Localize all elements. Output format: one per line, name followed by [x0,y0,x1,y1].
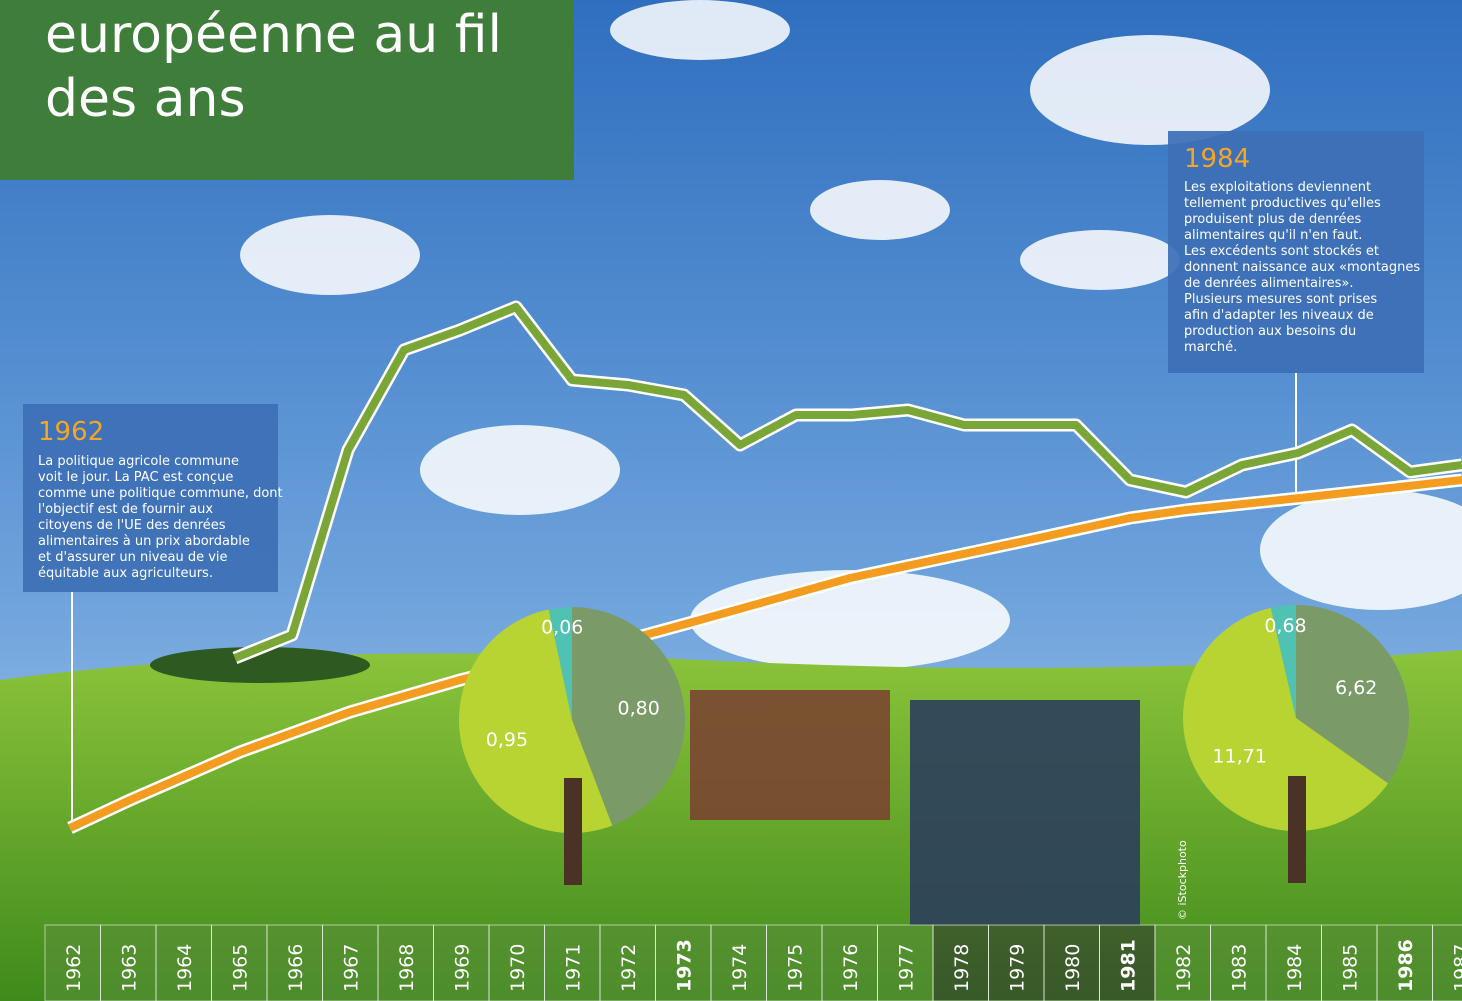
infographic: européenne au fil des ans 0,80 0,95 0,06 6,… [0,0,1462,1001]
pie-label: 6,62 [1335,677,1377,699]
year-label: 1979 [1006,944,1028,992]
year-label: 1972 [618,944,640,992]
year-label: 1969 [451,944,473,992]
photo-credit: © iStockphoto [1176,840,1189,920]
year-strip: 1962 1963 1964 1965 1966 1967 1968 1969 1970 1971… [45,925,1462,1001]
year-label: 1986 [1395,939,1417,992]
year-label: 1965 [229,944,251,992]
year-label: 1964 [174,944,196,992]
year-label: 1977 [895,944,917,992]
pie-pole [564,778,582,885]
title-line: des ans [45,69,246,129]
year-label: 1982 [1173,944,1195,992]
year-label: 1975 [784,944,806,992]
page: européenne au fil des ans 0,80 0,95 0,06 6,… [0,0,1462,1001]
year-label: 1976 [840,944,862,992]
year-label: 1966 [285,944,307,992]
year-label: 1973 [673,939,695,992]
year-label: 1980 [1062,944,1084,992]
farmers [910,700,1140,925]
year-label: 1967 [340,944,362,992]
year-label: 1987 [1450,944,1462,992]
year-label: 1963 [118,944,140,992]
year-label: 1978 [951,944,973,992]
callout-year: 1984 [1184,144,1250,174]
pie-label: 0,68 [1264,615,1306,637]
year-label: 1968 [396,944,418,992]
title-line: européenne au fil [45,5,502,65]
year-label: 1983 [1228,944,1250,992]
year-label: 1971 [562,944,584,992]
pie-label: 0,80 [618,698,660,720]
year-label: 1985 [1339,944,1361,992]
pie-label: 11,71 [1212,746,1266,768]
tractor [690,690,890,820]
pie-label: 0,06 [541,617,583,639]
year-label: 1974 [729,944,751,992]
year-label: 1984 [1284,944,1306,992]
pie-label: 0,95 [486,729,528,751]
year-label: 1962 [63,944,85,992]
year-label: 1970 [507,944,529,992]
year-label: 1981 [1117,939,1139,992]
pie-pole [1288,776,1306,883]
callout-year: 1962 [38,417,104,447]
